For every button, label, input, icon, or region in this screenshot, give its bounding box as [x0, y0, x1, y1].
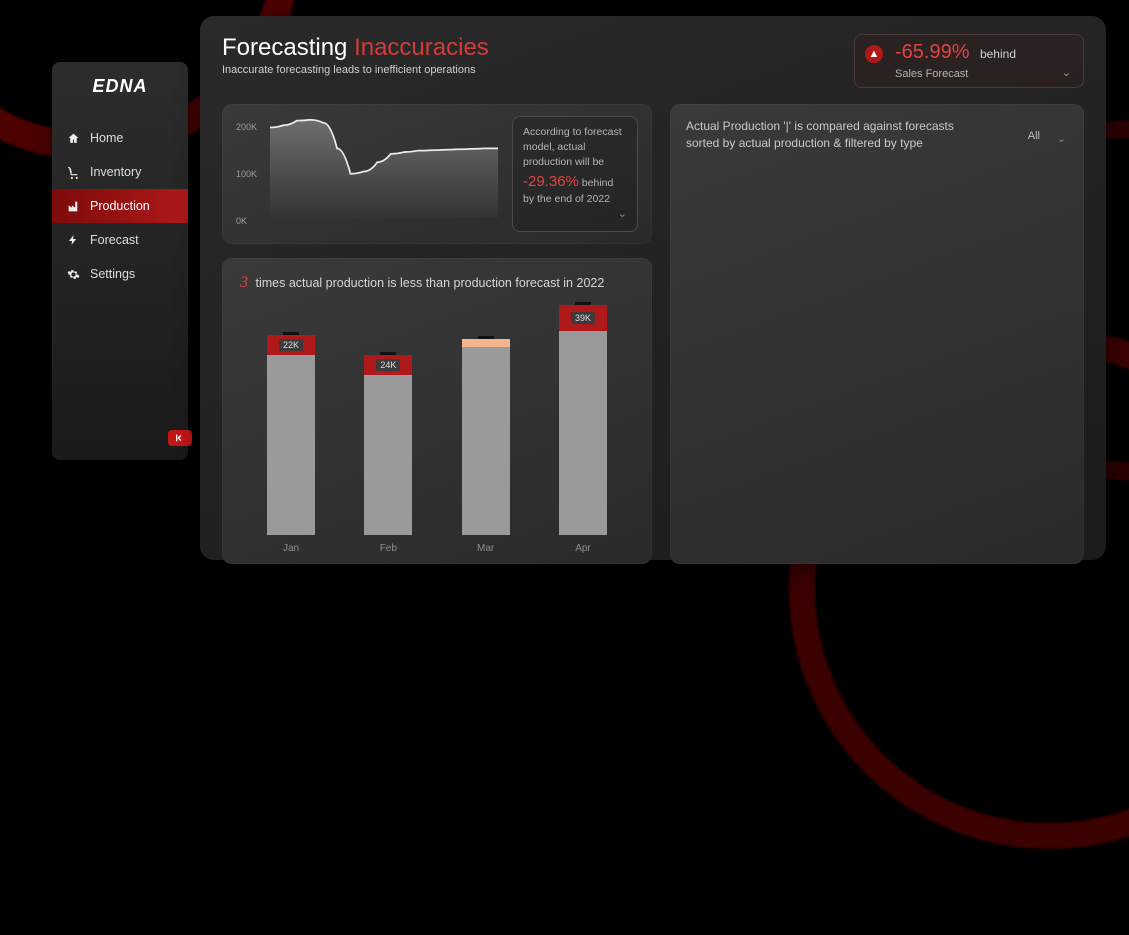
- bar-segment-base: [267, 355, 315, 535]
- nav-label: Inventory: [90, 165, 141, 179]
- chevron-down-icon: ⌄: [1062, 66, 1071, 79]
- bar-segment-base: [462, 347, 510, 535]
- kpi-dropdown[interactable]: Sales Forecast: [895, 68, 1071, 80]
- bars-year: 2022: [577, 276, 605, 290]
- chevron-down-icon: ⌄: [1057, 132, 1066, 145]
- y-tick: 200K: [236, 122, 270, 132]
- bars-area: 22K Jan 24K Feb Mar 39K Apr: [240, 302, 634, 554]
- bar-stack: 24K: [364, 352, 412, 535]
- bar-segment-base: [559, 331, 607, 535]
- main-panel: Forecasting Inaccuracies Inaccurate fore…: [200, 16, 1106, 560]
- bar-segment-shortfall: 39K: [559, 305, 607, 331]
- page-title: Forecasting Inaccuracies: [222, 34, 652, 62]
- note-text: According to forecast model, actual prod…: [523, 126, 622, 168]
- line-chart-svg: [270, 116, 498, 218]
- type-filter-dropdown[interactable]: All: [1028, 130, 1040, 142]
- sidebar-collapse-button[interactable]: [168, 430, 192, 446]
- page-header: Forecasting Inaccuracies Inaccurate fore…: [222, 34, 652, 90]
- comparison-text: Actual Production '|' is compared agains…: [686, 118, 1068, 153]
- bars-title-text: times actual production is less than pro…: [255, 276, 576, 290]
- bar-value-tag: 39K: [571, 312, 595, 324]
- kpi-dropdown-label: Sales Forecast: [895, 68, 968, 80]
- nav-item-forecast[interactable]: Forecast: [52, 223, 188, 257]
- bar-stack: 39K: [559, 302, 607, 535]
- title-part-b: Inaccuracies: [354, 34, 489, 61]
- bar-x-label: Mar: [477, 543, 494, 554]
- bar-column: 22K Jan: [264, 332, 318, 554]
- brand-logo: EDNA: [52, 76, 188, 97]
- comparison-line: Actual Production '|' is compared agains…: [686, 119, 954, 133]
- comparison-line: sorted by actual production & filtered b…: [686, 136, 923, 150]
- bar-segment-over: [462, 339, 510, 347]
- kpi-value: -65.99%: [895, 41, 970, 63]
- bar-x-label: Apr: [575, 543, 591, 554]
- note-year-dropdown[interactable]: 2022: [587, 193, 610, 205]
- bar-segment-shortfall: 24K: [364, 355, 412, 375]
- bars-title: 3 times actual production is less than p…: [240, 274, 634, 292]
- bar-column: Mar: [459, 336, 513, 554]
- nav-list: Home Inventory Production Forecast: [52, 121, 188, 291]
- bar-stack: 22K: [267, 332, 315, 535]
- sidebar: EDNA Home Inventory Production: [52, 62, 188, 460]
- warning-icon: ▲: [865, 45, 883, 63]
- kpi-label: behind: [980, 47, 1016, 61]
- bolt-icon: [66, 233, 80, 247]
- y-tick: 0K: [236, 216, 270, 226]
- nav-item-production[interactable]: Production: [52, 189, 188, 223]
- nav-label: Home: [90, 131, 123, 145]
- home-icon: [66, 131, 80, 145]
- bar-x-label: Jan: [283, 543, 299, 554]
- forecast-note: According to forecast model, actual prod…: [512, 116, 638, 232]
- nav-label: Production: [90, 199, 150, 213]
- chevron-down-icon: ⌄: [618, 207, 627, 223]
- bar-column: 24K Feb: [361, 352, 415, 554]
- bar-segment-base: [364, 375, 412, 535]
- bar-value-tag: 24K: [376, 359, 400, 371]
- nav-item-home[interactable]: Home: [52, 121, 188, 155]
- bars-count: 3: [240, 274, 248, 291]
- nav-item-inventory[interactable]: Inventory: [52, 155, 188, 189]
- bar-value-tag: 22K: [279, 339, 303, 351]
- title-part-a: Forecasting: [222, 34, 354, 61]
- nav-item-settings[interactable]: Settings: [52, 257, 188, 291]
- bar-segment-shortfall: 22K: [267, 335, 315, 355]
- page-subtitle: Inaccurate forecasting leads to ineffici…: [222, 64, 652, 76]
- bar-stack: [462, 336, 510, 535]
- cart-icon: [66, 165, 80, 179]
- bar-x-label: Feb: [380, 543, 397, 554]
- comparison-panel: Actual Production '|' is compared agains…: [670, 104, 1084, 564]
- gear-icon: [66, 267, 80, 281]
- nav-label: Settings: [90, 267, 135, 281]
- y-axis: 200K 100K 0K: [236, 122, 270, 226]
- forecast-line-card: 200K 100K 0K According to forec: [222, 104, 652, 244]
- factory-icon: [66, 199, 80, 213]
- line-chart: 200K 100K 0K: [236, 116, 498, 232]
- kpi-card: ▲ -65.99% behind Sales Forecast ⌄: [854, 34, 1084, 88]
- bars-card: 3 times actual production is less than p…: [222, 258, 652, 564]
- y-tick: 100K: [236, 169, 270, 179]
- nav-label: Forecast: [90, 233, 139, 247]
- note-percent: -29.36%: [523, 173, 579, 190]
- bar-column: 39K Apr: [556, 302, 610, 554]
